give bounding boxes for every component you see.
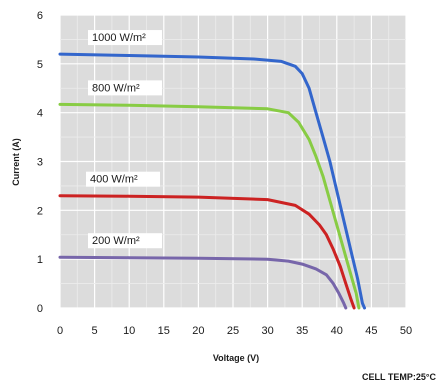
cell-temp-note: CELL TEMP:25°C (362, 372, 436, 382)
y-tick-label: 6 (37, 10, 43, 22)
x-tick-label: 0 (57, 325, 63, 337)
series-line-1 (58, 102, 361, 310)
x-tick-label: 25 (227, 325, 239, 337)
series-labels: 1000 W/m² 800 W/m² 400 W/m² 200 W/m² (86, 30, 162, 249)
x-tick-label: 10 (123, 325, 135, 337)
series-label-0: 1000 W/m² (92, 32, 146, 44)
x-tick-labels: 0 5 10 15 20 25 30 35 40 45 50 (57, 325, 412, 337)
series-label-1: 800 W/m² (92, 82, 140, 94)
x-tick-label: 40 (331, 325, 343, 337)
x-axis-title: Voltage (V) (213, 353, 259, 363)
series-lines (58, 52, 366, 310)
y-axis-title: Current (A) (11, 138, 21, 186)
x-tick-label: 15 (158, 325, 170, 337)
series-label-bg (88, 30, 162, 46)
series-label-2: 400 W/m² (90, 174, 138, 186)
series-label-bg (88, 80, 162, 96)
y-tick-label: 2 (37, 205, 43, 217)
y-tick-label: 0 (37, 303, 43, 315)
y-tick-label: 1 (37, 254, 43, 266)
x-tick-label: 45 (365, 325, 377, 337)
y-tick-label: 5 (37, 59, 43, 71)
y-tick-label: 3 (37, 157, 43, 169)
x-tick-label: 20 (192, 325, 204, 337)
y-tick-label: 4 (37, 108, 43, 120)
series-label-bg (86, 171, 160, 187)
y-tick-labels: 0 1 2 3 4 5 6 (37, 10, 43, 315)
x-tick-label: 5 (92, 325, 98, 337)
x-tick-label: 35 (296, 325, 308, 337)
series-line-2 (58, 194, 356, 310)
series-line-0 (58, 52, 366, 310)
series-label-bg (88, 233, 162, 249)
x-tick-label: 50 (400, 325, 412, 337)
x-tick-label: 30 (261, 325, 273, 337)
series-line-3 (58, 255, 348, 310)
series-label-3: 200 W/m² (92, 235, 140, 247)
